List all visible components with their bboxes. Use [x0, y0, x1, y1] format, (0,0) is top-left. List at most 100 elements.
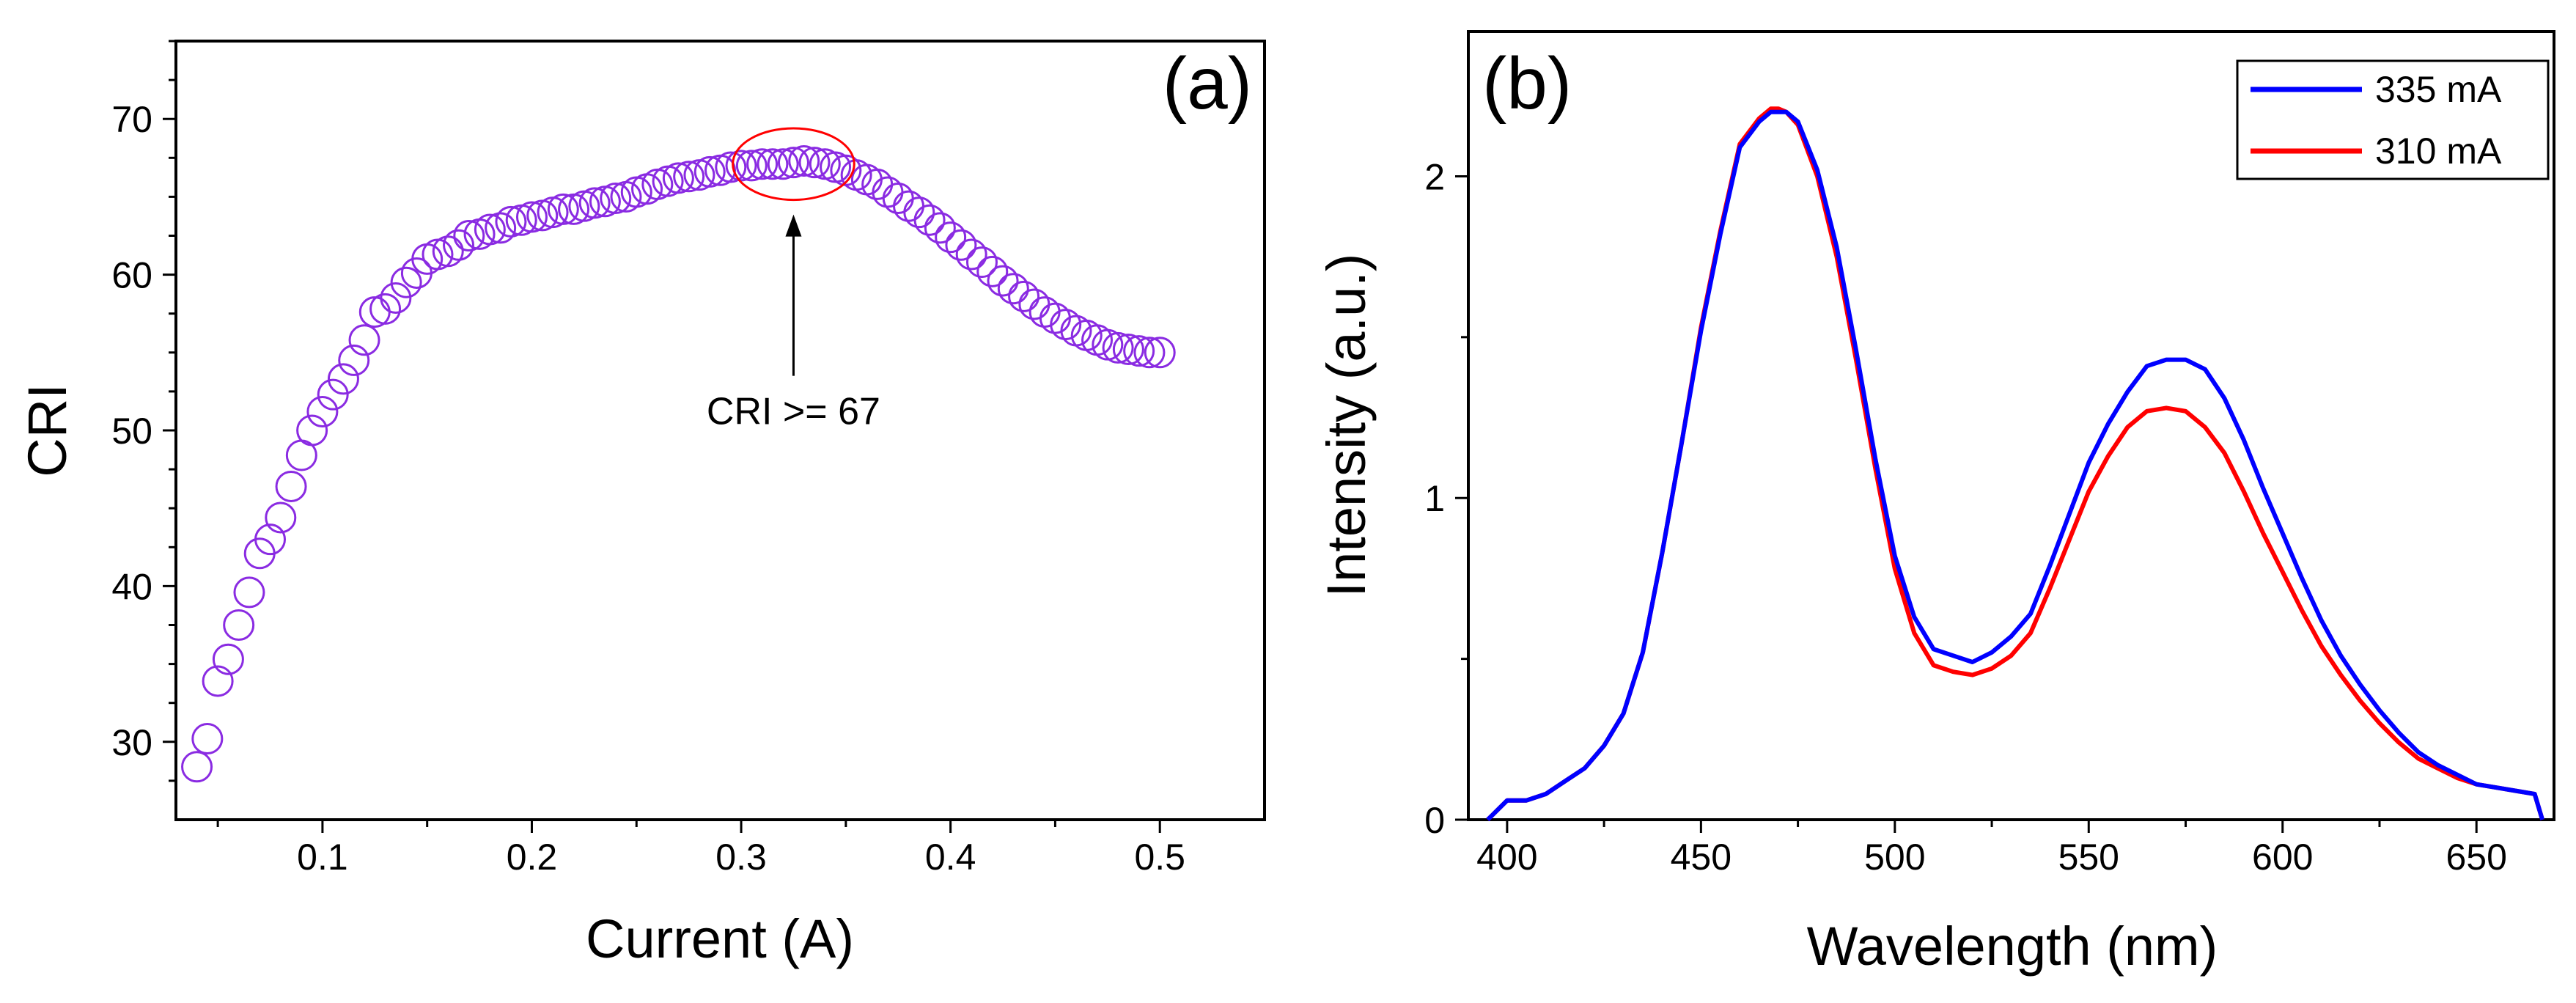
- data-point: [820, 151, 852, 183]
- panel-b-x-tick-label: 650: [2446, 837, 2506, 878]
- data-point: [715, 151, 747, 183]
- data-point: [945, 229, 977, 261]
- panel-a-x-axis-title: Current (A): [586, 908, 854, 969]
- panel-b-y-tick-label: 0: [1424, 800, 1445, 841]
- data-point: [1102, 331, 1134, 364]
- data-point: [788, 145, 820, 177]
- data-point: [693, 155, 726, 188]
- panel-a-y-tick-label: 40: [111, 566, 152, 607]
- data-point: [578, 187, 611, 219]
- data-point: [987, 265, 1019, 297]
- data-point: [997, 273, 1029, 305]
- data-point: [317, 378, 349, 411]
- data-point: [903, 196, 935, 229]
- panel-b-y-tick-label: 1: [1424, 478, 1445, 519]
- panel-b-x-tick-label: 600: [2252, 837, 2313, 878]
- panel-b-series: [1486, 106, 2544, 822]
- panel-a-x-tick-label: 0.3: [715, 837, 767, 878]
- data-point: [872, 176, 904, 208]
- data-point: [735, 150, 768, 182]
- data-point: [913, 204, 946, 236]
- data-point: [495, 205, 527, 238]
- panel-a-annotation: CRI >= 67: [707, 127, 880, 433]
- panel-b-ticks: 400 450 500 550 600 650 0 1 2: [1424, 156, 2507, 878]
- data-point: [568, 190, 600, 222]
- data-point: [924, 212, 956, 244]
- data-point: [369, 293, 402, 325]
- data-point: [358, 296, 391, 328]
- data-point: [652, 165, 684, 197]
- data-point: [1050, 309, 1082, 341]
- data-point: [1112, 334, 1144, 366]
- data-point: [955, 238, 987, 271]
- data-point: [485, 212, 517, 244]
- data-point: [212, 643, 244, 675]
- panel-a-x-tick-label: 0.2: [507, 837, 558, 878]
- series-line-335ma: [1486, 109, 2544, 822]
- data-point: [181, 751, 213, 783]
- data-point: [673, 161, 705, 193]
- panel-b-x-tick-label: 500: [1864, 837, 1925, 878]
- legend-box: [2236, 59, 2550, 180]
- data-point: [662, 162, 694, 194]
- data-point: [275, 470, 307, 502]
- data-point: [1028, 296, 1061, 328]
- panel-a-y-tick-label: 70: [111, 99, 152, 140]
- data-point: [233, 576, 265, 609]
- panel-b-x-tick-label: 400: [1476, 837, 1537, 878]
- data-point: [620, 176, 652, 208]
- panel-a-x-tick-label: 0.5: [1134, 837, 1185, 878]
- data-point: [296, 414, 328, 447]
- panel-b-x-tick-label: 550: [2058, 837, 2119, 878]
- panel-b-x-axis-title: Wavelength (nm): [1807, 916, 2218, 977]
- data-point: [390, 266, 422, 298]
- legend-label-310ma: 310 mA: [2375, 131, 2502, 172]
- legend-label-335ma: 335 mA: [2375, 69, 2502, 110]
- data-point: [976, 255, 1009, 287]
- data-point: [515, 201, 548, 233]
- panel-a-y-tick-label: 30: [111, 722, 152, 763]
- data-point: [254, 523, 287, 556]
- panel-a-x-tick-label: 0.1: [297, 837, 348, 878]
- panel-b-label: (b): [1482, 43, 1572, 125]
- data-point: [547, 193, 579, 225]
- data-point: [338, 344, 370, 376]
- data-point: [1039, 302, 1071, 334]
- data-point: [1144, 337, 1176, 369]
- data-point: [641, 168, 674, 200]
- data-point: [746, 148, 779, 180]
- panel-b-frame: [1467, 30, 2555, 821]
- data-point: [965, 246, 998, 279]
- panel-a-markers: [181, 145, 1176, 783]
- data-point: [202, 665, 234, 697]
- data-point: [223, 609, 255, 641]
- panel-a-ticks: 0.1 0.2 0.3 0.4 0.5 30 40 50 60 70: [111, 40, 1185, 878]
- data-point: [767, 148, 799, 180]
- data-point: [191, 723, 224, 755]
- legend: 335 mA 310 mA: [2236, 59, 2550, 180]
- data-point: [348, 324, 380, 356]
- data-point: [432, 235, 464, 268]
- panel-a-label: (a): [1163, 43, 1252, 125]
- annotation-arrow-head: [785, 214, 802, 237]
- data-point: [380, 282, 412, 314]
- data-point: [893, 190, 925, 222]
- data-point: [757, 148, 789, 180]
- panel-b-x-tick-label: 450: [1671, 837, 1732, 878]
- annotation-label: CRI >= 67: [707, 391, 880, 433]
- data-point: [474, 213, 506, 246]
- panel-a-y-tick-label: 50: [111, 411, 152, 452]
- data-point: [1008, 280, 1040, 312]
- panel-a-y-axis-title: CRI: [17, 383, 78, 477]
- data-point: [882, 183, 914, 215]
- panel-a-x-tick-label: 0.4: [925, 837, 976, 878]
- panel-b-y-tick-label: 2: [1424, 156, 1445, 197]
- panel-a-y-tick-label: 60: [111, 255, 152, 296]
- data-point: [306, 396, 339, 428]
- data-point: [1123, 335, 1155, 367]
- data-point: [777, 147, 809, 179]
- data-point: [443, 229, 475, 261]
